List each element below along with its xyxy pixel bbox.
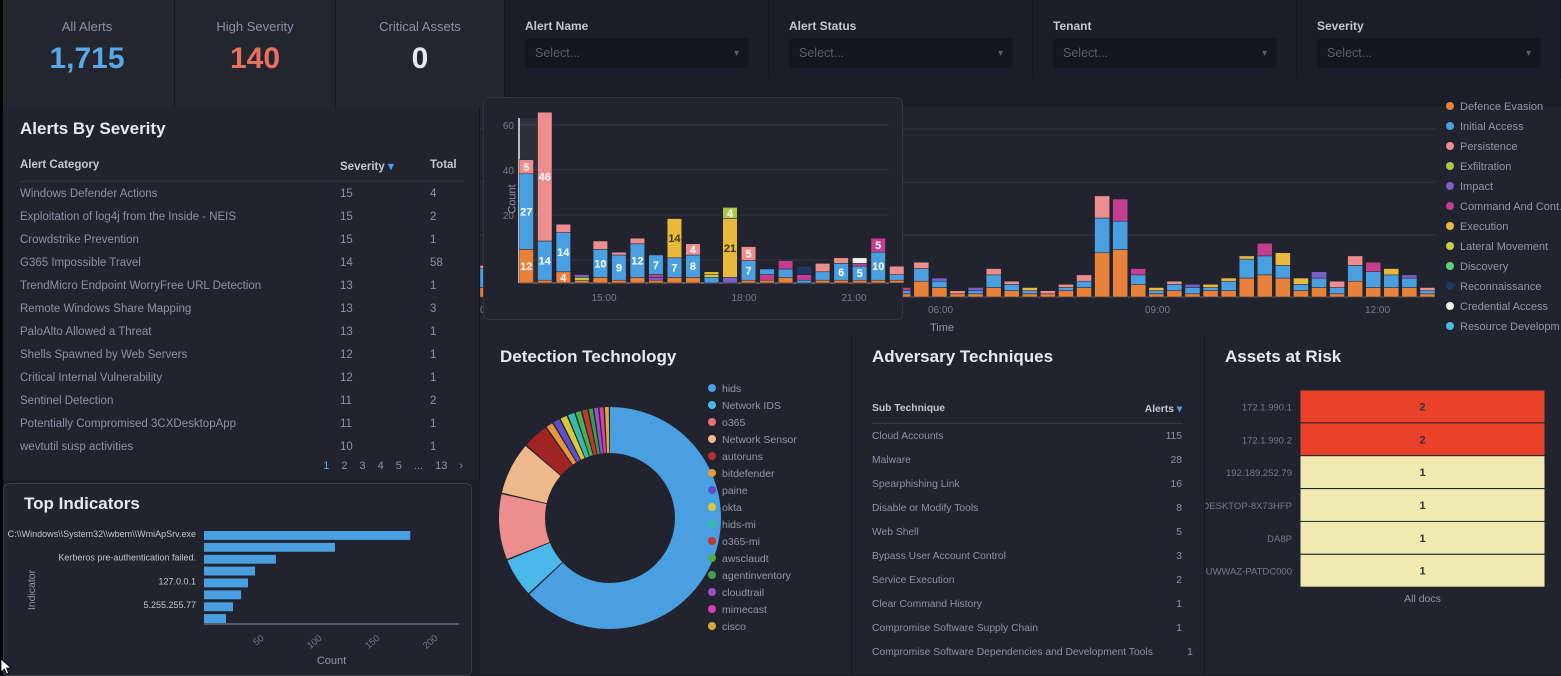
svg-text:ECCUWWAZ-PATDC000: ECCUWWAZ-PATDC000 (1205, 567, 1292, 578)
svg-text:1: 1 (1419, 566, 1425, 578)
svg-text:127.0.0.1: 127.0.0.1 (158, 576, 196, 586)
svg-text:150: 150 (363, 633, 382, 652)
svg-text:100: 100 (305, 633, 324, 652)
svg-text:14: 14 (539, 256, 552, 268)
svg-text:8: 8 (690, 261, 696, 273)
svg-text:7: 7 (671, 263, 677, 275)
svg-text:9: 9 (616, 263, 622, 275)
svg-text:All docs: All docs (1404, 593, 1441, 605)
svg-text:27: 27 (520, 207, 532, 219)
svg-text:7: 7 (745, 265, 751, 277)
svg-text:172.1.990.2: 172.1.990.2 (1242, 435, 1292, 446)
svg-text:12: 12 (631, 256, 643, 268)
svg-text:14: 14 (557, 247, 570, 259)
svg-text:5: 5 (875, 240, 881, 252)
svg-text:DA8P: DA8P (1267, 534, 1292, 545)
svg-text:192.189.252.79: 192.189.252.79 (1226, 468, 1292, 479)
svg-text:Kerberos pre-authentication fa: Kerberos pre-authentication failed. (58, 553, 196, 563)
svg-text:40: 40 (503, 166, 515, 177)
svg-text:DESKTOP-8X73HFP: DESKTOP-8X73HFP (1205, 501, 1292, 512)
svg-text:46: 46 (539, 172, 551, 184)
svg-text:60: 60 (503, 121, 515, 132)
svg-text:4: 4 (560, 272, 567, 284)
svg-text:1: 1 (1419, 533, 1425, 545)
svg-text:5: 5 (745, 249, 751, 261)
svg-text:10: 10 (872, 261, 884, 273)
svg-text:200: 200 (421, 633, 440, 652)
svg-text:2: 2 (1419, 401, 1425, 413)
svg-text:5: 5 (523, 162, 529, 174)
svg-text:1: 1 (1419, 500, 1425, 512)
svg-text:12: 12 (520, 261, 532, 273)
svg-text:21: 21 (724, 243, 736, 255)
svg-text:1: 1 (1419, 467, 1425, 479)
svg-text:50: 50 (251, 633, 266, 648)
svg-text:5: 5 (857, 268, 863, 280)
svg-text:10: 10 (594, 258, 606, 270)
svg-text:7: 7 (653, 260, 659, 272)
svg-text:2: 2 (1419, 434, 1425, 446)
svg-text:172.1.990.1: 172.1.990.1 (1242, 402, 1292, 413)
svg-text:4: 4 (727, 208, 734, 220)
svg-text:4: 4 (690, 244, 697, 256)
svg-text:14: 14 (668, 233, 681, 245)
svg-text:6: 6 (838, 267, 844, 279)
svg-text:C:\\Windows\\System32\\wbem\\W: C:\\Windows\\System32\\wbem\\WmiApSrv.ex… (8, 529, 196, 539)
svg-text:20: 20 (503, 211, 515, 222)
svg-text:5.255.255.77: 5.255.255.77 (143, 600, 196, 610)
svg-text:Count: Count (317, 655, 346, 667)
